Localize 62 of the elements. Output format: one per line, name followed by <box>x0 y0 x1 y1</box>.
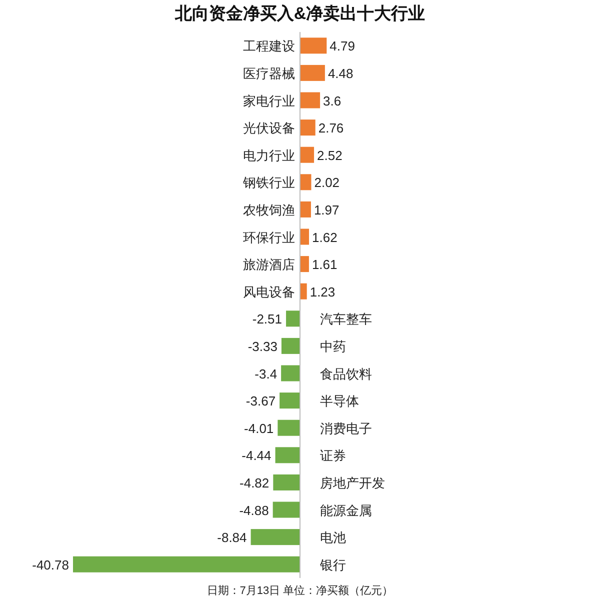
y-tick-label: 证券 <box>320 448 346 464</box>
data-label: 1.23 <box>310 284 336 300</box>
bar <box>275 447 300 464</box>
bar <box>272 502 300 518</box>
data-label: 4.79 <box>330 38 355 54</box>
data-label: 2.02 <box>314 175 340 190</box>
data-label: 2.76 <box>318 120 344 136</box>
data-label: 1.62 <box>312 230 338 245</box>
data-label: 2.52 <box>317 148 342 163</box>
y-tick-label: 房地产开发 <box>320 475 385 490</box>
y-tick-label: 旅游酒店 <box>243 257 295 272</box>
y-tick-label: 光伏设备 <box>243 120 295 136</box>
y-tick-label: 环保行业 <box>243 230 295 245</box>
y-tick-label: 电力行业 <box>243 148 295 163</box>
data-label: 1.61 <box>312 257 338 272</box>
bar <box>281 365 300 382</box>
data-label: -3.4 <box>254 366 278 382</box>
bar <box>300 146 314 163</box>
bar <box>73 556 300 572</box>
y-tick-label: 医疗器械 <box>243 66 295 81</box>
data-label: -4.44 <box>242 448 272 464</box>
y-tick-label: 半导体 <box>320 394 359 409</box>
y-tick-label: 风电设备 <box>243 284 295 300</box>
data-label: -4.88 <box>239 502 269 518</box>
bar <box>281 338 300 354</box>
bar <box>273 474 300 490</box>
bar <box>300 38 327 54</box>
y-tick-label: 消费电子 <box>320 420 372 436</box>
y-tick-label: 农牧饲渔 <box>243 202 295 218</box>
bar <box>300 174 312 190</box>
y-tick-label: 能源金属 <box>320 502 372 518</box>
bar <box>278 420 300 436</box>
bar <box>286 310 300 327</box>
data-label: 4.48 <box>328 66 354 81</box>
y-tick-label: 食品饮料 <box>320 366 372 382</box>
data-label: 3.6 <box>323 93 342 108</box>
data-label: -8.84 <box>217 530 247 546</box>
data-label: -4.82 <box>240 475 270 490</box>
y-tick-label: 工程建设 <box>243 38 295 54</box>
bar <box>300 256 309 272</box>
data-label: 1.97 <box>314 202 340 218</box>
y-tick-label: 中药 <box>320 338 346 354</box>
bar <box>300 201 311 218</box>
bar <box>300 64 325 81</box>
bar <box>300 283 307 300</box>
bar <box>300 228 310 245</box>
y-tick-label: 钢铁行业 <box>242 175 295 190</box>
y-tick-label: 电池 <box>320 530 346 546</box>
text: 日期：7月13日 单位：净买额（亿元） <box>206 584 394 597</box>
y-tick-label: 家电行业 <box>243 93 295 108</box>
y-tick-label: 汽车整车 <box>320 312 372 327</box>
bar <box>280 392 300 409</box>
data-label: -3.33 <box>248 338 278 354</box>
data-label: -40.78 <box>32 557 69 572</box>
chart-title: 北向资金净买入&净卖出十大行业 <box>174 4 426 23</box>
bar <box>300 92 320 108</box>
data-label: -3.67 <box>246 394 276 409</box>
bar <box>250 529 300 546</box>
bar <box>300 120 316 136</box>
y-tick-label: 银行 <box>319 557 346 572</box>
data-label: -4.01 <box>244 420 274 436</box>
data-label: -2.51 <box>252 312 282 327</box>
